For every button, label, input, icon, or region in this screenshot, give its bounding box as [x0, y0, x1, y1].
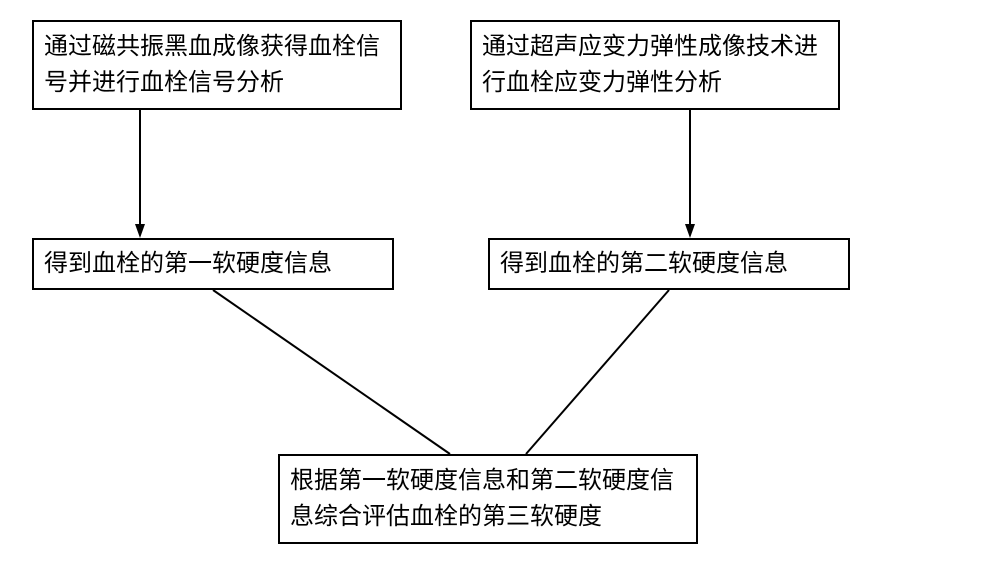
flowchart-canvas: 通过磁共振黑血成像获得血栓信号并进行血栓信号分析 通过超声应变力弹性成像技术进行…: [0, 0, 1000, 584]
node-text: 通过磁共振黑血成像获得血栓信号并进行血栓信号分析: [44, 29, 390, 101]
line-mid-left-to-bottom: [213, 290, 450, 454]
node-top-right: 通过超声应变力弹性成像技术进行血栓应变力弹性分析: [470, 20, 840, 110]
node-text: 通过超声应变力弹性成像技术进行血栓应变力弹性分析: [482, 29, 828, 101]
node-bottom: 根据第一软硬度信息和第二软硬度信息综合评估血栓的第三软硬度: [278, 454, 698, 544]
node-text: 得到血栓的第一软硬度信息: [44, 246, 332, 282]
node-mid-left: 得到血栓的第一软硬度信息: [32, 238, 394, 290]
node-top-left: 通过磁共振黑血成像获得血栓信号并进行血栓信号分析: [32, 20, 402, 110]
line-mid-right-to-bottom: [526, 290, 669, 454]
node-text: 根据第一软硬度信息和第二软硬度信息综合评估血栓的第三软硬度: [290, 463, 686, 535]
arrow-top-right-to-mid-right: [685, 110, 695, 238]
arrow-top-left-to-mid-left: [135, 110, 145, 238]
node-text: 得到血栓的第二软硬度信息: [500, 246, 788, 282]
node-mid-right: 得到血栓的第二软硬度信息: [488, 238, 850, 290]
